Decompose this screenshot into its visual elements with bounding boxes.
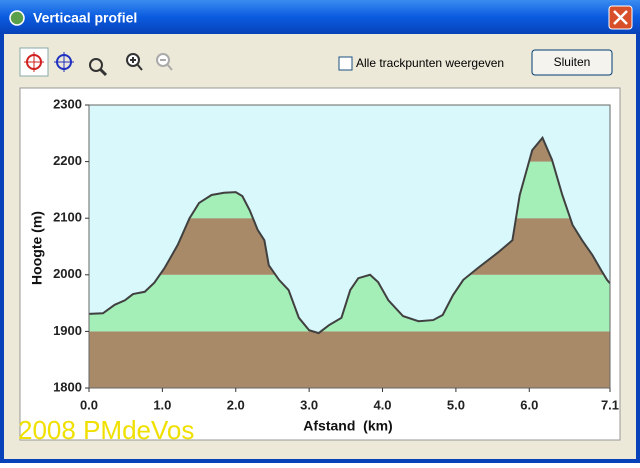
elevation-band [89, 331, 610, 388]
y-axis-label: Hoogte (m) [29, 211, 45, 285]
close-dialog-button[interactable] [531, 49, 613, 76]
tool-plus [130, 57, 143, 71]
x-axis-label: Afstand (km) [303, 418, 392, 434]
x-tick-label: 6.0 [520, 397, 538, 412]
y-tick-label: 1900 [53, 323, 82, 338]
tool-cross [54, 52, 74, 72]
x-tick-label: 2.0 [227, 397, 245, 412]
app-icon [9, 10, 25, 26]
x-tick-label: 4.0 [373, 397, 391, 412]
title-bar [0, 0, 640, 34]
y-tick-label: 2200 [53, 153, 82, 168]
x-tick-label: 7.1 [601, 397, 619, 412]
close-icon [613, 10, 628, 25]
button-label: Sluiten [554, 55, 591, 69]
watermark: 2008 PMdeVos [18, 415, 194, 445]
tool-minus [160, 59, 173, 71]
tool-zoom-box[interactable] [89, 58, 103, 72]
x-tick-label: 1.0 [153, 397, 171, 412]
plot-border [88, 104, 611, 389]
checkbox[interactable] [338, 56, 353, 71]
y-tick-label: 1800 [53, 379, 82, 394]
checkbox-label: Alle trackpunten weergeven [356, 56, 504, 70]
tool-cross [24, 52, 44, 72]
y-tick-label: 2100 [53, 210, 82, 225]
y-tick-label: 2000 [53, 266, 82, 281]
window-title: Verticaal profiel [33, 10, 137, 26]
y-tick-label: 2300 [53, 96, 82, 111]
x-tick-label: 0.0 [80, 397, 98, 412]
x-tick-label: 3.0 [300, 397, 318, 412]
tool-handle [98, 67, 108, 77]
x-tick-label: 5.0 [447, 397, 465, 412]
profile-line [88, 135, 611, 335]
plot: 1800 1900 2000 2100 2200 2300 0.0 1.0 2.0 3.0 4.0 5… [29, 96, 619, 433]
